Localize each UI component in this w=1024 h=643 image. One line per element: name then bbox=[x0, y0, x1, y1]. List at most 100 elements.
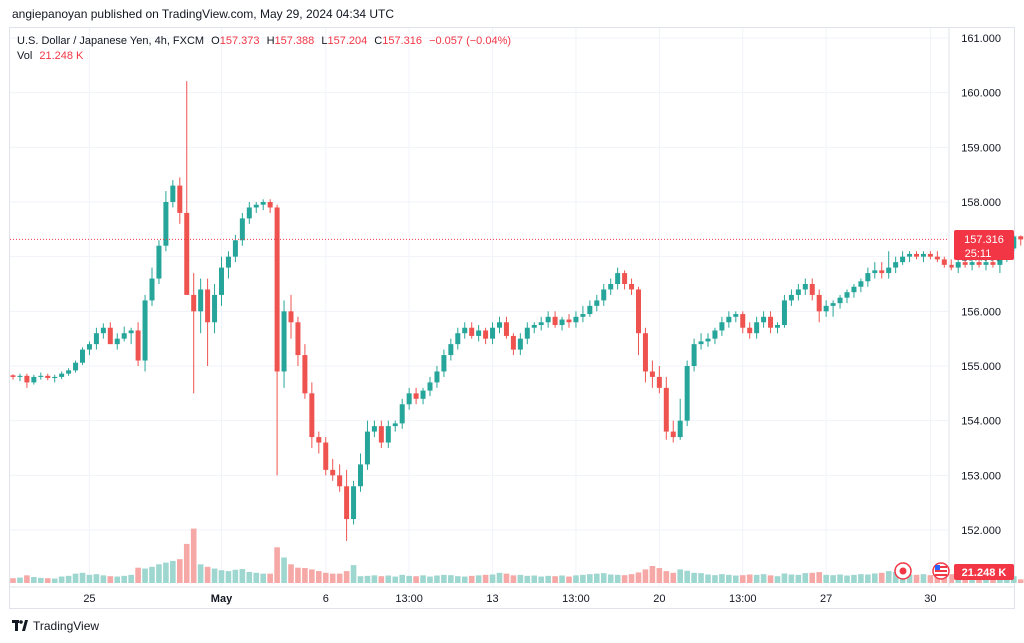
candle-body bbox=[219, 267, 224, 295]
us-flag-icon[interactable] bbox=[932, 562, 950, 580]
volume-bar bbox=[906, 574, 913, 583]
candle-body bbox=[809, 284, 815, 295]
volume-bar bbox=[177, 559, 183, 583]
y-tick-label: 152.000 bbox=[961, 525, 1001, 537]
chart-frame bbox=[9, 27, 1015, 609]
candle-body bbox=[93, 333, 99, 345]
x-tick-label: May bbox=[211, 593, 233, 605]
volume-bar bbox=[475, 575, 482, 583]
y-tick-label: 156.000 bbox=[961, 306, 1001, 318]
y-tick-label: 160.000 bbox=[961, 88, 1001, 100]
candle-body bbox=[907, 253, 913, 257]
volume-bar bbox=[872, 573, 878, 583]
legend-close-label: C bbox=[374, 35, 383, 47]
candle-body bbox=[17, 375, 23, 377]
candle-body bbox=[517, 338, 523, 350]
volume-bar bbox=[468, 575, 475, 583]
x-tick-label: 13:00 bbox=[562, 593, 590, 605]
candle-body bbox=[10, 375, 16, 377]
candle-body bbox=[406, 393, 412, 405]
candle-body bbox=[858, 281, 864, 287]
volume-bar bbox=[663, 571, 670, 583]
candle-body bbox=[865, 273, 871, 282]
candle-body bbox=[893, 262, 899, 268]
volume-bar bbox=[211, 568, 218, 583]
tradingview-logo-shape-icon bbox=[12, 620, 28, 631]
candle-body bbox=[128, 330, 134, 334]
candle-body bbox=[86, 344, 92, 350]
volume-bar bbox=[385, 575, 392, 583]
volume-badge: 21.248 K bbox=[954, 564, 1014, 580]
candle-body bbox=[24, 375, 30, 383]
volume-bar bbox=[267, 573, 273, 583]
volume-bar bbox=[392, 576, 399, 583]
volume-badge-value: 21.248 K bbox=[962, 567, 1007, 579]
legend-low-label: L bbox=[321, 35, 328, 47]
volume-bar bbox=[524, 575, 531, 583]
candle-body bbox=[323, 442, 329, 470]
x-tick-label: 30 bbox=[924, 593, 936, 605]
candle-body bbox=[330, 469, 336, 476]
candle-body bbox=[156, 245, 162, 279]
candle-body bbox=[615, 273, 621, 284]
flag-canton bbox=[935, 565, 940, 570]
volume-bar bbox=[795, 574, 802, 583]
candle-body bbox=[364, 431, 370, 465]
volume-bar bbox=[705, 574, 711, 583]
candle-body bbox=[163, 202, 169, 246]
candle-body bbox=[948, 264, 954, 268]
candle-body bbox=[844, 292, 850, 298]
candle-body bbox=[1018, 236, 1024, 240]
candle-body bbox=[552, 316, 558, 325]
volume-bar bbox=[246, 571, 253, 583]
volume-bar bbox=[135, 567, 141, 583]
candle-body bbox=[851, 286, 857, 293]
candle-body bbox=[497, 322, 502, 328]
volume-bar bbox=[128, 574, 134, 583]
candle-body bbox=[733, 314, 739, 317]
bar-countdown: 25:11 bbox=[965, 248, 992, 260]
volume-bar bbox=[441, 574, 447, 583]
volume-bar bbox=[218, 570, 225, 583]
candle-body bbox=[580, 314, 586, 317]
candle-body bbox=[135, 330, 141, 361]
y-tick-label: 158.000 bbox=[961, 197, 1001, 209]
last-price-value: 157.316 bbox=[964, 234, 1004, 246]
volume-bar bbox=[183, 543, 190, 583]
volume-bar bbox=[24, 575, 30, 583]
volume-bar bbox=[802, 573, 809, 583]
volume-bar bbox=[329, 573, 336, 583]
candle-body bbox=[719, 322, 725, 331]
volume-bar bbox=[413, 576, 419, 583]
volume-bar bbox=[552, 576, 558, 583]
candle-body bbox=[392, 423, 398, 427]
volume-bar bbox=[357, 576, 364, 583]
volume-bar bbox=[427, 576, 433, 583]
x-tick-label: 25 bbox=[83, 593, 95, 605]
candle-body bbox=[413, 393, 419, 399]
tradingview-logo-icon bbox=[12, 620, 28, 632]
candle-body bbox=[990, 262, 996, 265]
candle-body bbox=[823, 305, 829, 312]
volume-bar bbox=[878, 572, 885, 583]
candle-body bbox=[45, 375, 51, 379]
candle-body bbox=[191, 294, 197, 312]
flag-stripe-2 bbox=[935, 570, 947, 572]
volume-bar bbox=[121, 575, 127, 583]
candle-body bbox=[239, 218, 245, 241]
candle-body bbox=[302, 355, 308, 394]
volume-bar bbox=[232, 569, 239, 583]
volume-bar bbox=[948, 574, 955, 583]
volume-bar bbox=[281, 557, 287, 583]
volume-bar bbox=[190, 528, 197, 583]
volume-bar bbox=[510, 575, 517, 583]
event-marker-icon[interactable] bbox=[894, 562, 912, 580]
last-price-badge-bg bbox=[954, 230, 1014, 260]
legend-change: −0.057 (−0.04%) bbox=[429, 35, 512, 47]
volume-bar bbox=[482, 574, 489, 583]
legend-low: 157.204 bbox=[327, 35, 368, 47]
event-marker-dot-icon bbox=[899, 567, 907, 575]
candle-body bbox=[483, 330, 489, 339]
footer-brand[interactable]: TradingView bbox=[12, 619, 99, 633]
